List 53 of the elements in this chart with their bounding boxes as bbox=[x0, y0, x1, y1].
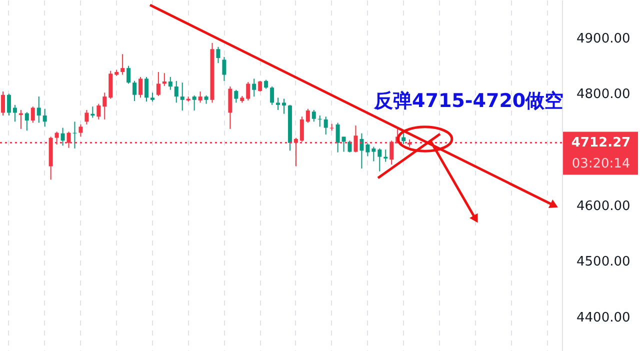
candlestick bbox=[78, 124, 83, 138]
candlestick bbox=[234, 89, 238, 104]
candlestick bbox=[6, 93, 11, 116]
candlestick bbox=[0, 91, 5, 116]
candlestick bbox=[180, 82, 184, 111]
candlestick bbox=[306, 108, 310, 124]
candlestick bbox=[342, 136, 346, 152]
candlestick bbox=[372, 146, 376, 162]
candlestick bbox=[168, 76, 172, 90]
candlestick bbox=[378, 148, 382, 172]
candlestick bbox=[366, 142, 370, 157]
candlestick bbox=[138, 76, 142, 98]
candlestick bbox=[30, 106, 35, 124]
candlestick bbox=[198, 91, 202, 104]
annotation: 反弹4715-4720做空 bbox=[373, 90, 564, 112]
y-tick-label: 4400.00 bbox=[576, 310, 630, 326]
candlestick bbox=[24, 112, 29, 132]
candlestick bbox=[60, 127, 65, 146]
candlestick bbox=[348, 140, 352, 153]
candlestick bbox=[42, 108, 47, 128]
candlestick bbox=[402, 132, 406, 144]
candlestick bbox=[216, 46, 220, 64]
candlestick bbox=[102, 92, 107, 120]
candlestick bbox=[12, 104, 17, 122]
candlestick bbox=[276, 97, 280, 110]
candlestick bbox=[120, 54, 125, 76]
candlestick bbox=[156, 71, 160, 96]
candlestick bbox=[132, 80, 137, 102]
candlestick bbox=[360, 132, 364, 170]
ref-line-label: 4712.27 bbox=[571, 136, 631, 151]
candlestick bbox=[108, 70, 113, 100]
candlestick bbox=[246, 82, 250, 101]
candlestick bbox=[312, 109, 316, 122]
candlestick bbox=[336, 122, 340, 153]
candlestick bbox=[126, 65, 131, 84]
candlestick bbox=[36, 96, 41, 124]
y-tick-label: 4600.00 bbox=[576, 198, 630, 214]
candlestick bbox=[192, 94, 196, 111]
text: 03:20:14 bbox=[572, 156, 630, 172]
y-tick-label: 4500.00 bbox=[576, 254, 630, 270]
candlestick bbox=[258, 80, 262, 92]
candlestick bbox=[96, 103, 101, 120]
y-tick-label: 4800.00 bbox=[576, 87, 630, 102]
y-tick-label: 4900.00 bbox=[576, 31, 630, 46]
candlestick bbox=[222, 56, 226, 82]
candlestick bbox=[270, 86, 274, 106]
candlestick bbox=[144, 76, 148, 102]
candlestick bbox=[324, 116, 328, 135]
candlestick bbox=[252, 78, 256, 98]
candlestick bbox=[282, 98, 286, 114]
candlestick bbox=[228, 86, 232, 130]
candlestick bbox=[84, 109, 89, 125]
candlestick bbox=[174, 80, 178, 104]
